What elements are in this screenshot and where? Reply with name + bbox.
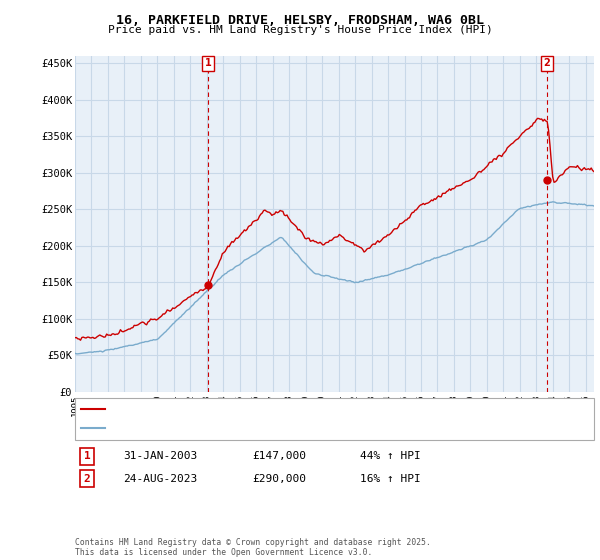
Text: 31-JAN-2003: 31-JAN-2003 [123, 451, 197, 461]
Text: Price paid vs. HM Land Registry's House Price Index (HPI): Price paid vs. HM Land Registry's House … [107, 25, 493, 35]
Text: 16, PARKFIELD DRIVE, HELSBY, FRODSHAM, WA6 0BL (semi-detached house): 16, PARKFIELD DRIVE, HELSBY, FRODSHAM, W… [111, 404, 511, 414]
Text: 1: 1 [83, 451, 91, 461]
Text: 2: 2 [544, 58, 550, 68]
Text: 44% ↑ HPI: 44% ↑ HPI [360, 451, 421, 461]
Text: 16, PARKFIELD DRIVE, HELSBY, FRODSHAM, WA6 0BL: 16, PARKFIELD DRIVE, HELSBY, FRODSHAM, W… [116, 14, 484, 27]
Text: HPI: Average price, semi-detached house, Cheshire West and Chester: HPI: Average price, semi-detached house,… [111, 423, 499, 433]
Text: 2: 2 [83, 474, 91, 484]
Text: £147,000: £147,000 [252, 451, 306, 461]
Text: £290,000: £290,000 [252, 474, 306, 484]
Text: 1: 1 [205, 58, 212, 68]
Text: 16% ↑ HPI: 16% ↑ HPI [360, 474, 421, 484]
Text: Contains HM Land Registry data © Crown copyright and database right 2025.
This d: Contains HM Land Registry data © Crown c… [75, 538, 431, 557]
Text: 24-AUG-2023: 24-AUG-2023 [123, 474, 197, 484]
